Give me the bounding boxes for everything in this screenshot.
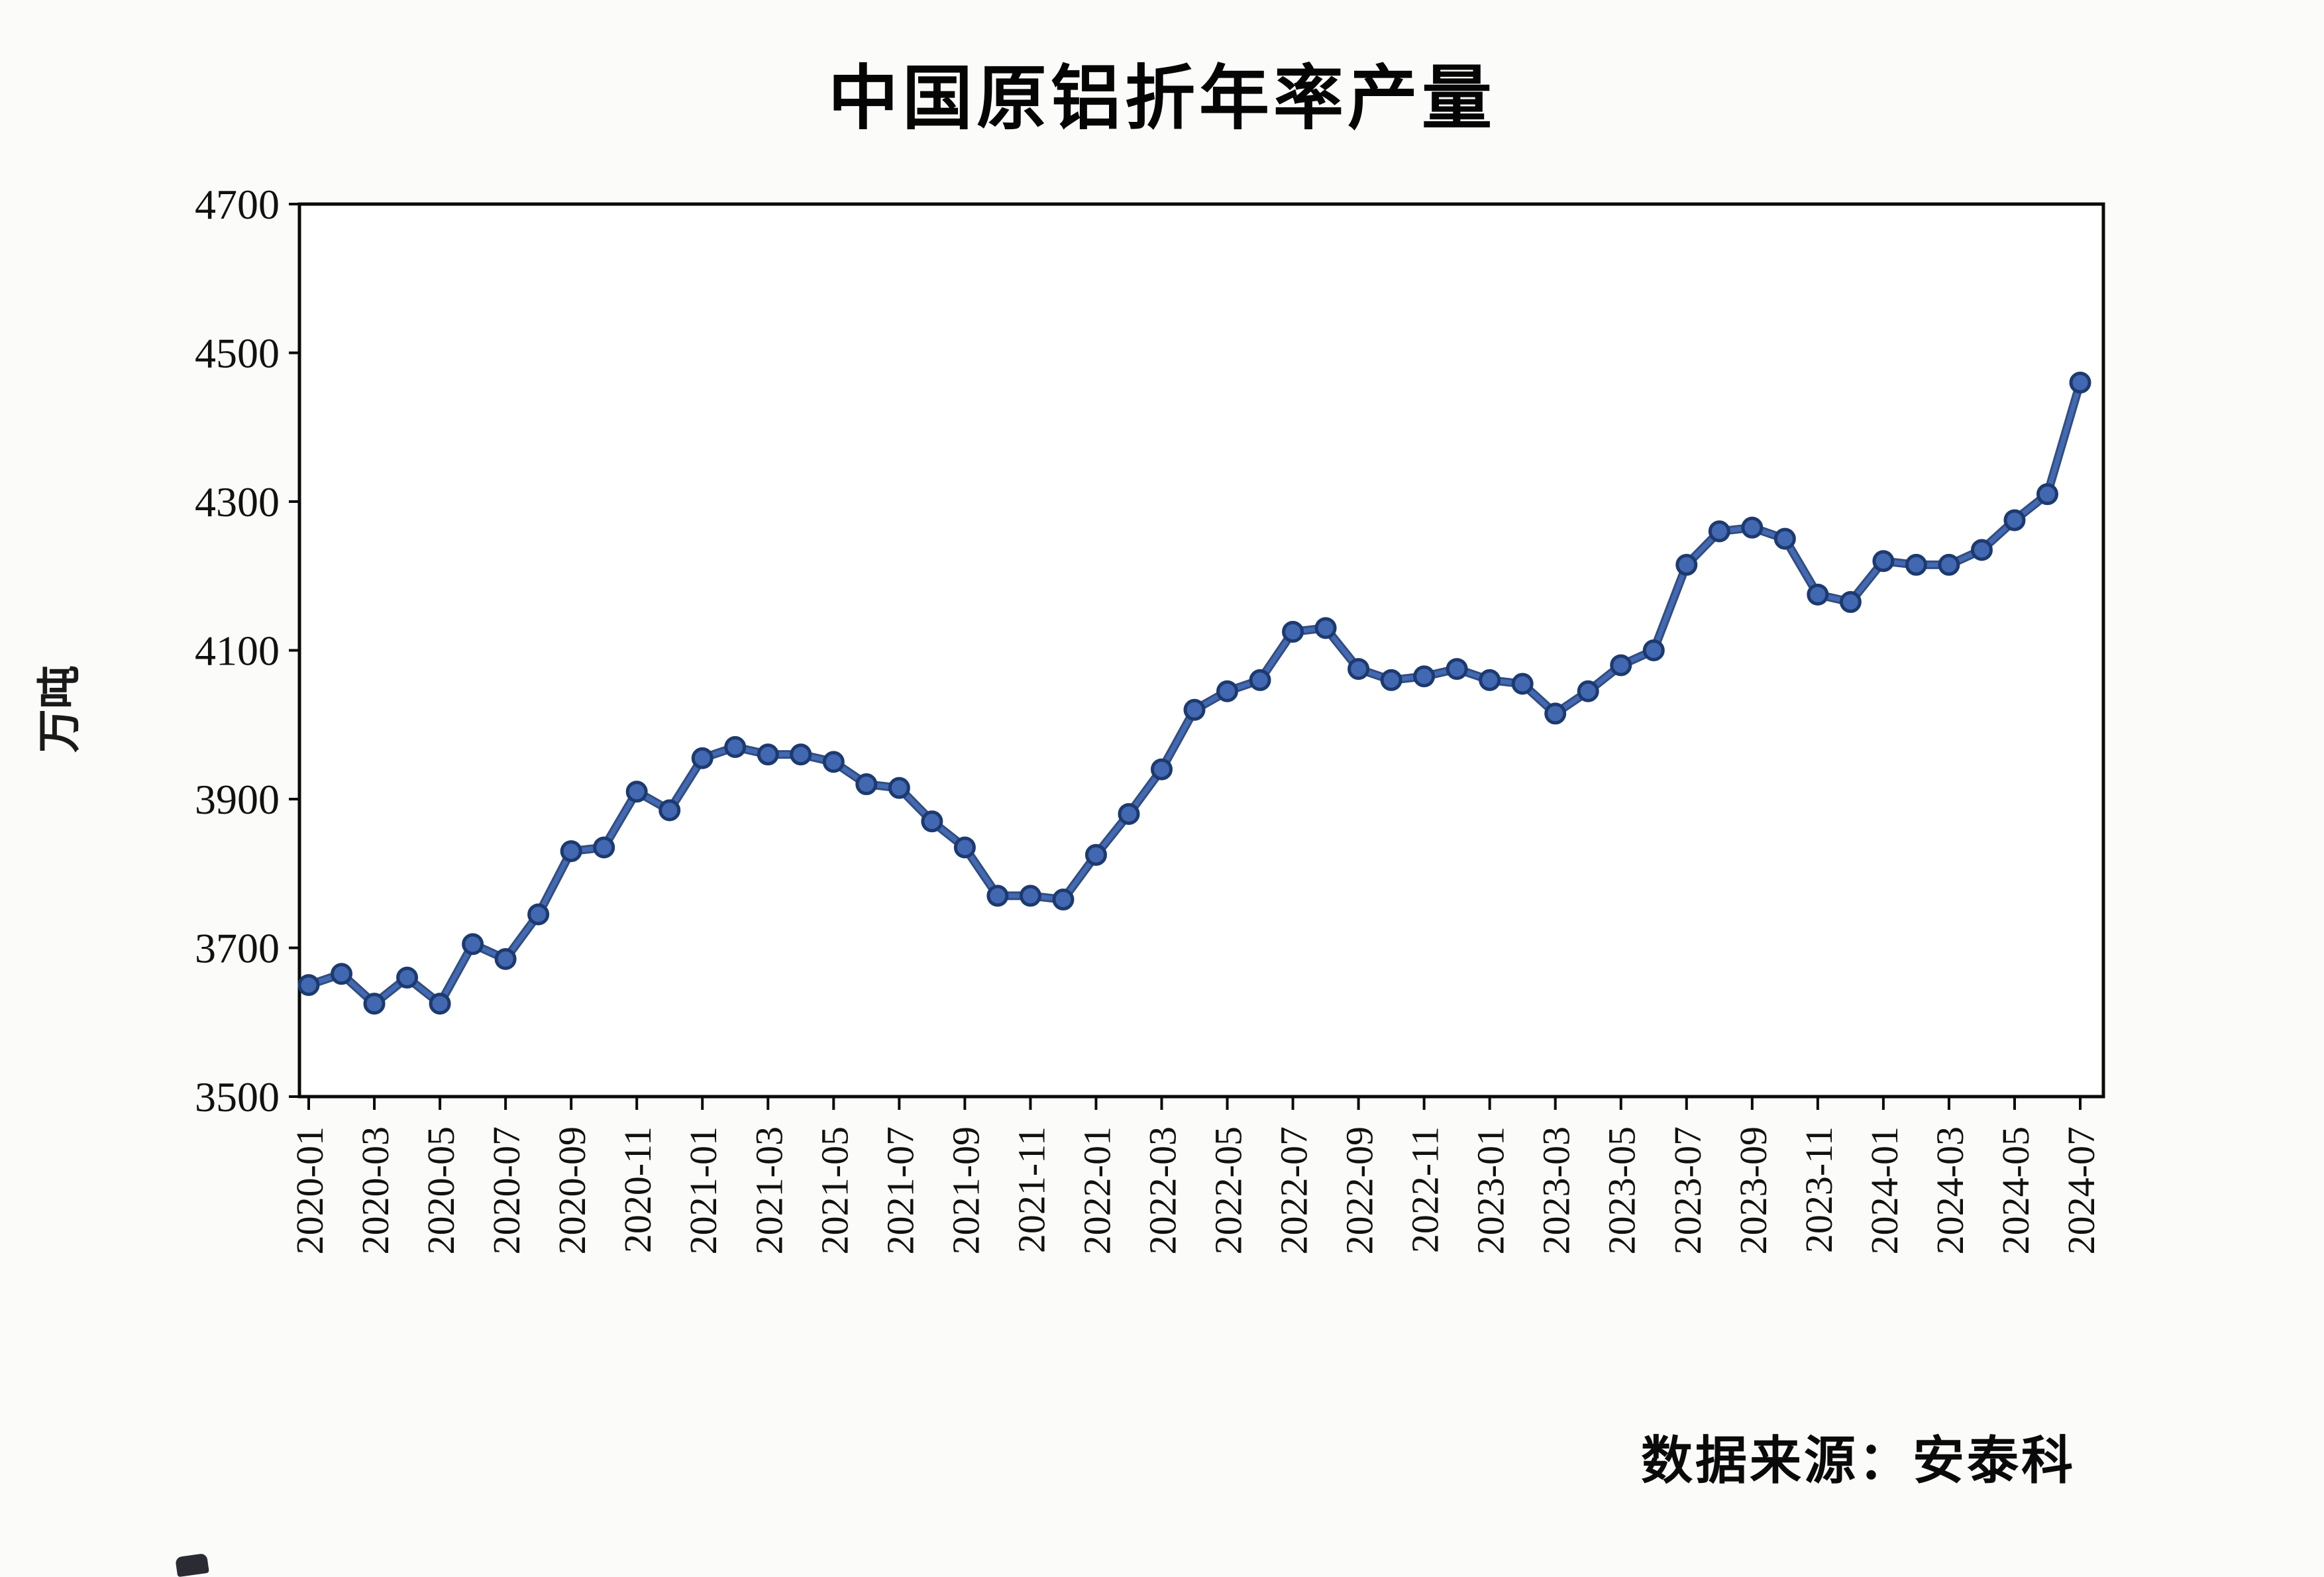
data-point [1052,889,1075,911]
x-tick-label: 2023-07 [1666,1126,1709,1254]
x-tick-label: 2022-11 [1404,1126,1447,1253]
data-point [1708,520,1730,543]
data-point [1577,680,1599,702]
data-point [757,743,779,766]
x-tick-label: 2021-03 [747,1126,790,1254]
data-point [1511,673,1534,695]
x-tick-label: 2020-05 [419,1126,462,1254]
data-point [1347,658,1370,680]
x-tick-label: 2020-07 [485,1126,528,1254]
data-point [953,836,976,859]
x-tick-label: 2023-05 [1601,1126,1644,1254]
data-point [1282,620,1304,643]
data-point [1314,617,1337,639]
x-tick-label: 2023-09 [1732,1126,1775,1254]
data-point [1872,550,1895,572]
data-point [1839,591,1862,614]
data-point [1249,669,1271,691]
chart-title: 中国原铝折年率产量 [828,60,1496,138]
data-point [822,751,845,773]
data-point [921,810,943,833]
data-point [659,799,681,822]
data-point [1084,843,1107,866]
x-tick-label: 2023-03 [1535,1126,1578,1254]
x-tick-label: 2022-01 [1075,1126,1118,1254]
data-point [790,743,812,766]
x-tick-label: 2022-09 [1338,1126,1381,1254]
data-point [1970,539,1993,561]
data-point [888,777,910,799]
data-point [1905,553,1927,576]
x-tick-label: 2020-09 [551,1126,594,1254]
x-tick-label: 2024-01 [1863,1126,1906,1254]
data-point [1413,665,1436,688]
data-point [1019,885,1041,907]
data-point [297,974,320,997]
data-point [855,773,878,796]
x-tick-label: 2021-11 [1010,1126,1053,1253]
data-point [1675,553,1698,576]
data-point [1380,669,1402,691]
x-tick-label: 2022-07 [1273,1126,1316,1254]
data-point [1741,516,1764,539]
plot-frame [297,202,2105,1099]
data-point [1216,680,1239,702]
data-point [1479,669,1501,691]
data-point [724,735,747,758]
data-point [1446,658,1468,680]
data-point [1183,698,1206,721]
data-point [331,963,353,985]
data-point [1642,639,1665,661]
data-point [1150,758,1173,781]
data-point [1544,702,1567,725]
data-source-note: 数据来源：安泰科 [1640,1431,2076,1490]
data-point [986,885,1009,907]
x-tick-label: 2024-03 [1928,1126,1972,1254]
y-tick-label: 3900 [195,776,280,823]
data-point [363,993,386,1015]
data-point [1938,553,1960,576]
y-tick-label: 4700 [195,181,280,228]
data-point [1610,654,1632,677]
x-tick-label: 2024-05 [1994,1126,2037,1254]
x-tick-label: 2022-03 [1141,1126,1184,1254]
x-tick-label: 2022-05 [1207,1126,1250,1254]
scan-edge-artifact [175,1552,209,1577]
data-point [2003,509,2026,531]
x-tick-label: 2021-05 [813,1126,856,1254]
x-tick-label: 2021-07 [878,1126,922,1254]
data-point [560,840,582,863]
data-point [396,966,419,989]
y-tick-label: 3700 [195,925,280,972]
x-tick-label: 2020-03 [354,1126,397,1254]
y-tick-label: 3500 [195,1073,280,1120]
data-point [625,781,648,803]
x-tick-label: 2024-07 [2060,1126,2103,1254]
x-tick-label: 2021-09 [944,1126,987,1254]
y-tick-label: 4500 [195,330,280,377]
y-tick-label: 4300 [195,478,280,525]
data-point [462,933,484,955]
x-tick-label: 2021-01 [682,1126,725,1254]
data-point [2069,371,2091,394]
x-tick-label: 2020-11 [616,1126,659,1253]
data-point [691,747,713,769]
x-tick-label: 2020-01 [288,1126,331,1254]
data-point [593,836,615,859]
data-point [494,948,517,970]
data-point [1807,583,1829,606]
data-point [1118,802,1140,825]
data-point [429,993,451,1015]
y-tick-label: 4100 [195,627,280,675]
x-tick-label: 2023-11 [1797,1126,1840,1253]
data-point [2036,483,2058,506]
x-tick-label: 2023-01 [1469,1126,1512,1254]
data-point [527,903,550,926]
data-point [1773,527,1796,550]
